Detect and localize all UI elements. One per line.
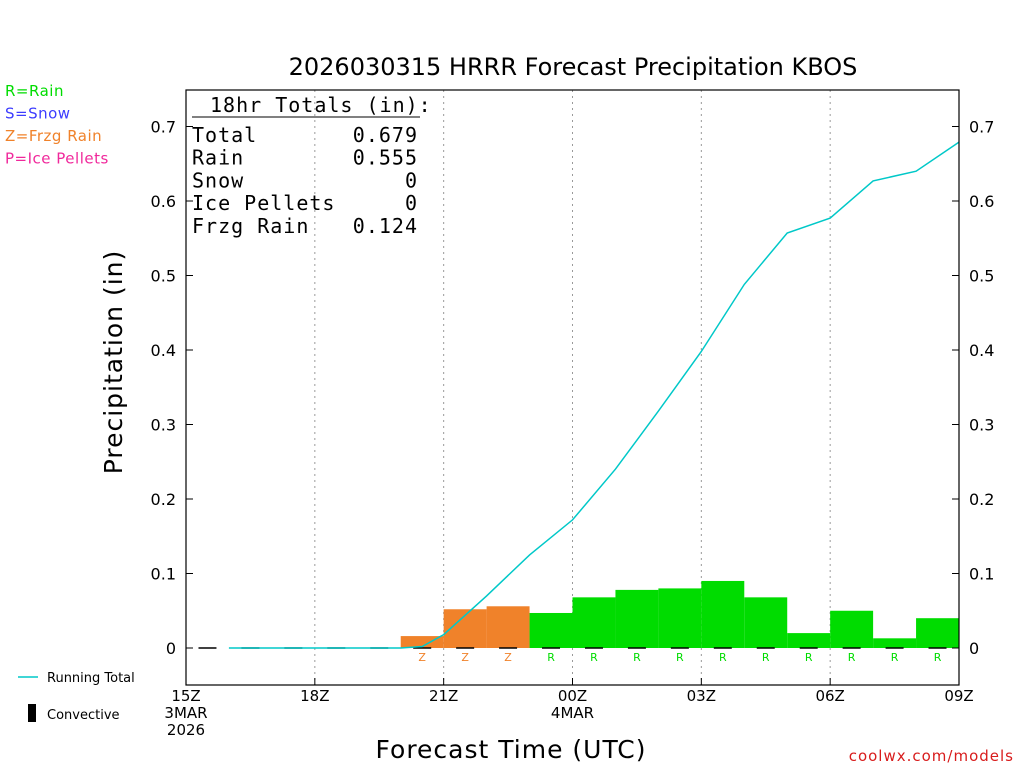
precip-type-marker: R (547, 651, 555, 664)
y-tick-label-left: 0.1 (151, 565, 176, 584)
precip-type-marker: R (676, 651, 684, 664)
totals-row-value: 0 (405, 191, 418, 215)
bar-series (400, 580, 959, 648)
y-tick-label-left: 0.5 (151, 267, 176, 286)
precip-type-marker: R (762, 651, 770, 664)
convective-legend-swatch (28, 704, 36, 722)
precip-type-legend-item: P=Ice Pellets (5, 150, 109, 168)
totals-header: 18hr Totals (in): (210, 93, 432, 117)
precip-bar (830, 610, 874, 648)
totals-row-label: Snow (192, 168, 244, 192)
precip-type-marker: R (934, 651, 942, 664)
y-tick-label-right: 0.6 (969, 192, 994, 211)
totals-row-label: Ice Pellets (192, 191, 335, 215)
precip-bar (701, 580, 745, 648)
precip-type-legend-item: S=Snow (5, 105, 71, 123)
x-tick-label: 15Z (171, 687, 200, 705)
precip-bar (529, 612, 573, 648)
precip-type-marker: R (719, 651, 727, 664)
credit-text: coolwx.com/models (849, 747, 1014, 765)
chart-title: 2026030315 HRRR Forecast Precipitation K… (289, 53, 858, 81)
precip-type-marker: Z (418, 651, 426, 664)
precip-type-legend-item: R=Rain (5, 82, 64, 100)
y-tick-label-left: 0.4 (151, 341, 176, 360)
x-tick-label: 3MAR (164, 704, 207, 722)
totals-box: 18hr Totals (in): Total 0.679 Rain 0.555 Sno… (192, 93, 432, 238)
precip-bar (400, 636, 444, 648)
precip-type-marker: R (891, 651, 899, 664)
y-tick-label-right: 0.2 (969, 490, 994, 509)
y-axis-right: 0 0.1 0.2 0.3 0.4 0.5 0.6 0.7 (952, 118, 994, 658)
y-tick-label-right: 0 (969, 639, 979, 658)
line-legend: Running Total Convective (18, 671, 135, 723)
totals-row-value: 0.124 (353, 214, 418, 238)
y-tick-label-left: 0.6 (151, 192, 176, 211)
running-total-line (228, 141, 960, 649)
y-axis-title: Precipitation (in) (99, 250, 128, 475)
precip-bar (916, 618, 959, 648)
precip-type-marker: Z (461, 651, 469, 664)
totals-row-label: Total (192, 123, 257, 147)
totals-rows: Total 0.679 Rain 0.555 Snow 0 Ice Pellets 0 Frzg… (192, 123, 418, 238)
convective-legend-label: Convective (47, 708, 120, 723)
precip-type-marker: R (848, 651, 856, 664)
totals-row-label: Rain (192, 146, 244, 170)
x-tick-label: 4MAR (551, 704, 594, 722)
precip-type-marker: R (633, 651, 641, 664)
x-tick-label: 2026 (167, 721, 205, 739)
precip-bar (787, 633, 831, 648)
precip-type-marker: R (805, 651, 813, 664)
precip-type-legend-item: Z=Frzg Rain (5, 127, 102, 145)
y-tick-label-right: 0.5 (969, 267, 994, 286)
totals-row-value: 0.555 (353, 146, 418, 170)
x-axis-title: Forecast Time (UTC) (376, 735, 647, 764)
precip-bar (744, 597, 788, 648)
x-tick-label: 09Z (944, 687, 973, 705)
y-tick-label-left: 0.2 (151, 490, 176, 509)
y-axis-left: 0 0.1 0.2 0.3 0.4 0.5 0.6 0.7 (151, 118, 193, 658)
grid-lines (314, 90, 831, 685)
y-tick-label-left: 0.3 (151, 416, 176, 435)
precip-type-marker: Z (504, 651, 512, 664)
precip-bar (873, 638, 917, 648)
y-tick-label-left: 0.7 (151, 118, 176, 137)
precip-bar (572, 597, 616, 648)
precip-type-marker: R (590, 651, 598, 664)
y-tick-label-right: 0.7 (969, 118, 994, 137)
y-tick-label-right: 0.4 (969, 341, 994, 360)
y-tick-label-right: 0.1 (969, 565, 994, 584)
x-tick-label: 06Z (815, 687, 844, 705)
totals-row-value: 0 (405, 168, 418, 192)
precip-bar (486, 606, 530, 648)
totals-row-value: 0.679 (353, 123, 418, 147)
x-tick-label: 00Z (558, 687, 587, 705)
precip-type-legend: R=Rain S=Snow Z=Frzg Rain P=Ice Pellets (5, 82, 109, 168)
y-tick-label-left: 0 (166, 639, 176, 658)
x-tick-label: 03Z (687, 687, 716, 705)
x-tick-label: 18Z (300, 687, 329, 705)
y-tick-label-right: 0.3 (969, 416, 994, 435)
x-tick-label: 21Z (429, 687, 458, 705)
precip-bar (658, 588, 702, 648)
precip-bar (615, 589, 659, 648)
totals-row-label: Frzg Rain (192, 214, 309, 238)
running-total-legend-label: Running Total (47, 671, 135, 686)
